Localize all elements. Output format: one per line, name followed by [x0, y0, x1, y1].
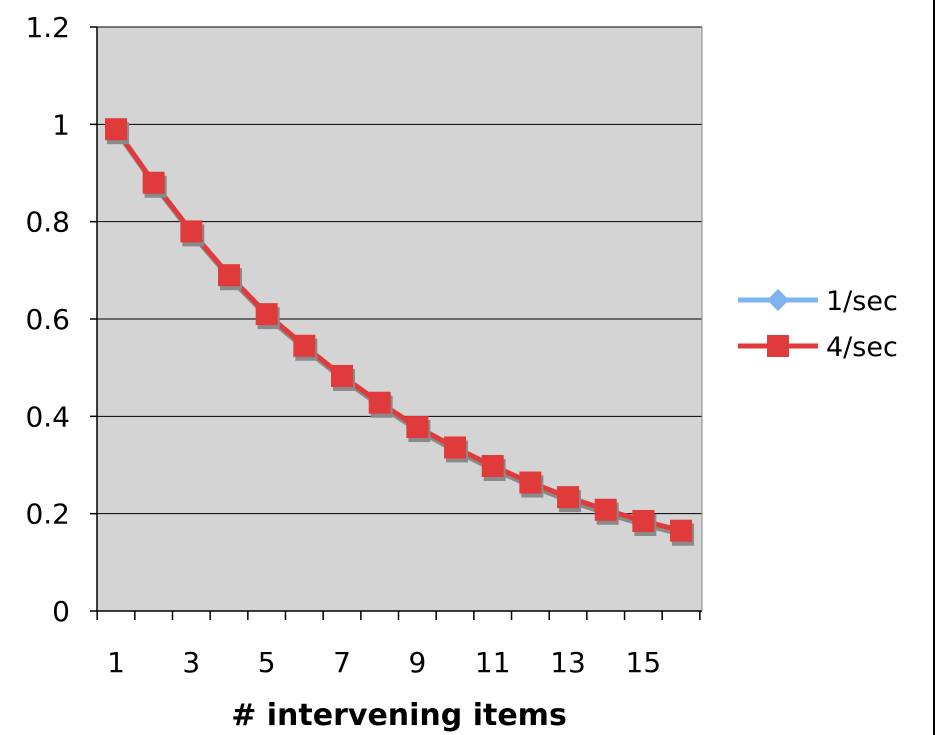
- data-point: [368, 391, 391, 414]
- right-border-line: [933, 0, 935, 735]
- x-tick-label: 9: [408, 646, 426, 679]
- data-point: [519, 471, 542, 494]
- x-tick-label: 15: [626, 646, 662, 679]
- data-point: [218, 264, 241, 287]
- data-point: [142, 171, 165, 194]
- y-tick-label: 0.4: [25, 400, 70, 433]
- x-tick-label: 7: [333, 646, 351, 679]
- data-point: [557, 486, 580, 509]
- legend-marker-diamond: [767, 289, 789, 311]
- data-point: [632, 509, 655, 532]
- data-point: [444, 436, 467, 459]
- x-tick-label: 11: [475, 646, 511, 679]
- series-line-4-sec: [113, 127, 682, 534]
- y-tick-label: 0.2: [25, 498, 70, 531]
- x-tick-label: 5: [258, 646, 276, 679]
- y-tick-label: 1: [52, 108, 70, 141]
- data-point: [255, 303, 278, 326]
- x-tick-label: 3: [182, 646, 200, 679]
- legend-label: 1/sec: [826, 286, 898, 317]
- x-tick-label: 13: [550, 646, 586, 679]
- y-tick-label: 0.8: [25, 206, 70, 239]
- data-point: [331, 364, 354, 387]
- legend-label: 4/sec: [826, 332, 898, 363]
- series-layer: [105, 118, 695, 546]
- y-tick-label: 1.2: [25, 11, 70, 44]
- data-point: [481, 454, 504, 477]
- x-axis-title: # intervening items: [231, 698, 567, 733]
- axes: 00.20.40.60.811.21 3 5 7 9 11 13 15: [25, 11, 703, 679]
- y-tick-label: 0.6: [25, 303, 70, 336]
- data-point: [594, 498, 617, 521]
- legend-marker-square: [767, 335, 789, 357]
- data-point: [293, 334, 316, 357]
- x-tick-label: 1: [107, 646, 125, 679]
- data-point: [406, 416, 429, 439]
- data-point: [105, 118, 127, 141]
- y-tick-label: 0: [52, 595, 70, 628]
- data-point: [180, 220, 203, 243]
- data-point: [670, 519, 693, 542]
- legend: 1/sec 4/sec: [738, 286, 898, 363]
